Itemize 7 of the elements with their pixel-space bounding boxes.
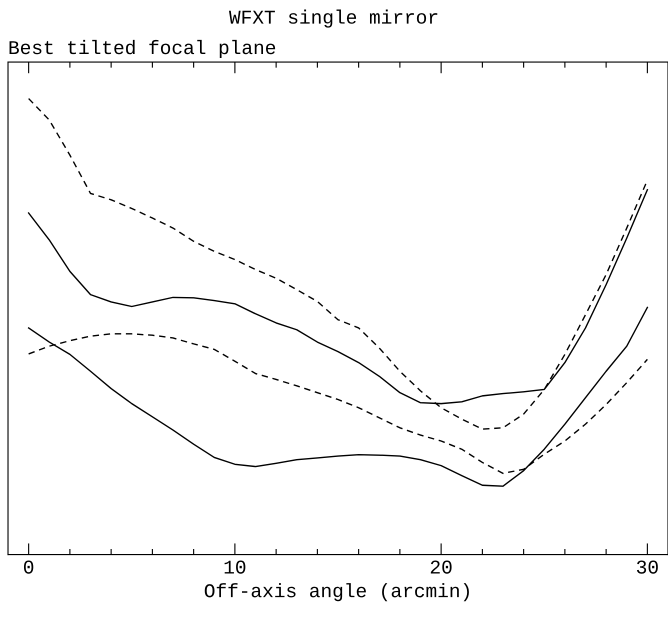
x-tick-label: 30 [636, 560, 658, 574]
x-axis-title: Off-axis angle (arcmin) [204, 583, 469, 602]
x-tick-label: 0 [24, 560, 34, 574]
x-tick-label: 10 [224, 560, 246, 574]
x-tick-label: 20 [430, 560, 452, 574]
chart-title: WFXT single mirror [228, 10, 438, 28]
chart-subtitle: Best tilted focal plane [10, 40, 276, 58]
